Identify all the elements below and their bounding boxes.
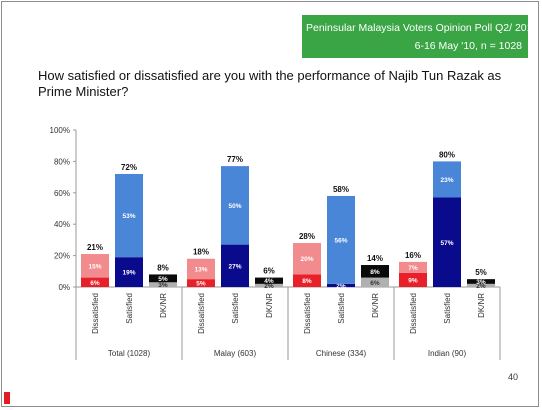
segment-label: 56%: [334, 237, 347, 244]
bar-segment: [255, 283, 283, 287]
bar-total-label: 72%: [121, 163, 137, 172]
bar-segment: [187, 258, 215, 280]
category-label: Satisfied: [231, 293, 240, 324]
category-label: Satisfied: [337, 293, 346, 324]
bar-segment: [115, 257, 143, 287]
category-label: Satisfied: [443, 293, 452, 324]
bar-total-label: 58%: [333, 185, 349, 194]
category-label: Dissatisfied: [303, 293, 312, 334]
segment-label: 7%: [408, 265, 418, 272]
bar-segment: [81, 277, 109, 287]
y-tick-label: 40%: [54, 220, 70, 229]
y-tick-label: 20%: [54, 252, 70, 261]
bar-segment: [255, 277, 283, 284]
category-label: Dissatisfied: [91, 293, 100, 334]
bar-total-label: 16%: [405, 251, 421, 260]
bar-segment: [149, 282, 177, 287]
segment-label: 8%: [370, 269, 380, 276]
segment-label: 2%: [336, 283, 346, 290]
segment-label: 13%: [194, 266, 207, 273]
y-tick-label: 0%: [58, 283, 70, 292]
bar-segment: [327, 283, 355, 287]
group-label: Total (1028): [108, 349, 151, 358]
bar-total-label: 14%: [367, 254, 383, 263]
bar-segment: [433, 197, 461, 287]
category-label: DK/NR: [371, 293, 380, 318]
segment-label: 27%: [228, 263, 241, 270]
group-label: Malay (603): [214, 349, 257, 358]
segment-label: 23%: [440, 177, 453, 184]
y-tick-label: 60%: [54, 189, 70, 198]
category-label: Dissatisfied: [197, 293, 206, 334]
bar-total-label: 28%: [299, 232, 315, 241]
category-label: Dissatisfied: [409, 293, 418, 334]
category-label: DK/NR: [477, 293, 486, 318]
segment-label: 2%: [476, 283, 486, 290]
bar-segment: [81, 254, 109, 278]
bar-segment: [361, 277, 389, 287]
question-text: How satisfied or dissatisfied are you wi…: [38, 68, 502, 99]
bar-segment: [433, 161, 461, 198]
category-label: DK/NR: [265, 293, 274, 318]
bar-segment: [467, 283, 495, 287]
bar-segment: [361, 265, 389, 278]
poll-title: Peninsular Malaysia Voters Opinion Poll …: [306, 22, 539, 34]
group-label: Indian (90): [428, 349, 467, 358]
segment-label: 19%: [122, 270, 135, 277]
bar-total-label: 80%: [439, 150, 455, 159]
segment-label: 5%: [158, 276, 168, 283]
category-label: DK/NR: [159, 293, 168, 318]
bar-total-label: 21%: [87, 243, 103, 252]
bar-segment: [399, 261, 427, 273]
bar-total-label: 77%: [227, 155, 243, 164]
bar-segment: [327, 195, 355, 284]
footer-accent-mark: [4, 392, 10, 404]
bar-segment: [399, 272, 427, 287]
bar-segment: [293, 243, 321, 275]
segment-label: 3%: [158, 282, 168, 289]
y-tick-label: 100%: [50, 126, 70, 135]
bar-total-label: 18%: [193, 248, 209, 257]
segment-label: 9%: [408, 277, 418, 284]
segment-label: 4%: [264, 278, 274, 285]
segment-label: 8%: [302, 278, 312, 285]
segment-label: 2%: [264, 283, 274, 290]
bar-segment: [293, 274, 321, 287]
bar-total-label: 5%: [475, 268, 487, 277]
segment-label: 53%: [122, 213, 135, 220]
bar-segment: [467, 279, 495, 284]
category-label: Satisfied: [125, 293, 134, 324]
bar-segment: [221, 166, 249, 245]
segment-label: 50%: [228, 203, 241, 210]
bar-total-label: 6%: [263, 267, 275, 276]
segment-label: 3%: [476, 279, 486, 286]
page-number: 40: [508, 372, 519, 382]
bar-segment: [149, 274, 177, 283]
segment-label: 5%: [196, 281, 206, 288]
segment-label: 20%: [300, 256, 313, 263]
segment-label: 57%: [440, 240, 453, 247]
poll-subtitle: 6-16 May '10, n = 1028: [414, 40, 522, 52]
group-label: Chinese (334): [316, 349, 367, 358]
segment-label: 15%: [88, 263, 101, 270]
segment-label: 6%: [90, 280, 100, 287]
segment-label: 6%: [370, 280, 380, 287]
y-tick-label: 80%: [54, 157, 70, 166]
bar-segment: [115, 173, 143, 258]
poll-header-box: Peninsular Malaysia Voters Opinion Poll …: [302, 15, 538, 58]
bar-segment: [187, 279, 215, 287]
bar-total-label: 8%: [157, 263, 169, 272]
bar-segment: [221, 244, 249, 287]
